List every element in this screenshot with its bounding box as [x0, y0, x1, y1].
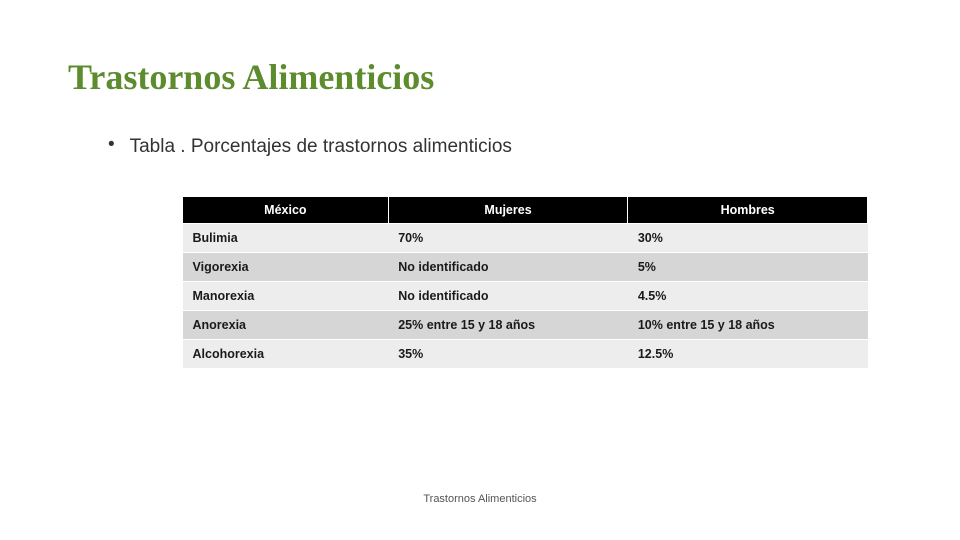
table-header-hombres: Hombres — [628, 197, 868, 224]
table-cell: 35% — [388, 340, 628, 369]
table-header-mexico: México — [183, 197, 389, 224]
table-row: Manorexia No identificado 4.5% — [183, 282, 868, 311]
bullet-text: Tabla . Porcentajes de trastornos alimen… — [130, 136, 512, 157]
table-row: Alcohorexia 35% 12.5% — [183, 340, 868, 369]
table-cell: 5% — [628, 253, 868, 282]
table-cell: Manorexia — [183, 282, 389, 311]
table-cell: 30% — [628, 224, 868, 253]
table-row: Vigorexia No identificado 5% — [183, 253, 868, 282]
table-cell: No identificado — [388, 253, 628, 282]
bullet-item: • Tabla . Porcentajes de trastornos alim… — [108, 136, 512, 158]
page-title: Trastornos Alimenticios — [68, 56, 434, 98]
table-cell: 10% entre 15 y 18 años — [628, 311, 868, 340]
table-header-row: México Mujeres Hombres — [183, 197, 868, 224]
table-cell: 4.5% — [628, 282, 868, 311]
table-cell: No identificado — [388, 282, 628, 311]
table-cell: Bulimia — [183, 224, 389, 253]
percentages-table: México Mujeres Hombres Bulimia 70% 30% V… — [182, 196, 868, 369]
table-cell: 12.5% — [628, 340, 868, 369]
table-cell: Vigorexia — [183, 253, 389, 282]
footer-label: Trastornos Alimenticios — [0, 493, 960, 505]
table-cell: 25% entre 15 y 18 años — [388, 311, 628, 340]
table-cell: Alcohorexia — [183, 340, 389, 369]
table-cell: Anorexia — [183, 311, 389, 340]
bullet-marker-icon: • — [108, 134, 115, 156]
table-header-mujeres: Mujeres — [388, 197, 628, 224]
table-row: Bulimia 70% 30% — [183, 224, 868, 253]
table-cell: 70% — [388, 224, 628, 253]
table-row: Anorexia 25% entre 15 y 18 años 10% entr… — [183, 311, 868, 340]
